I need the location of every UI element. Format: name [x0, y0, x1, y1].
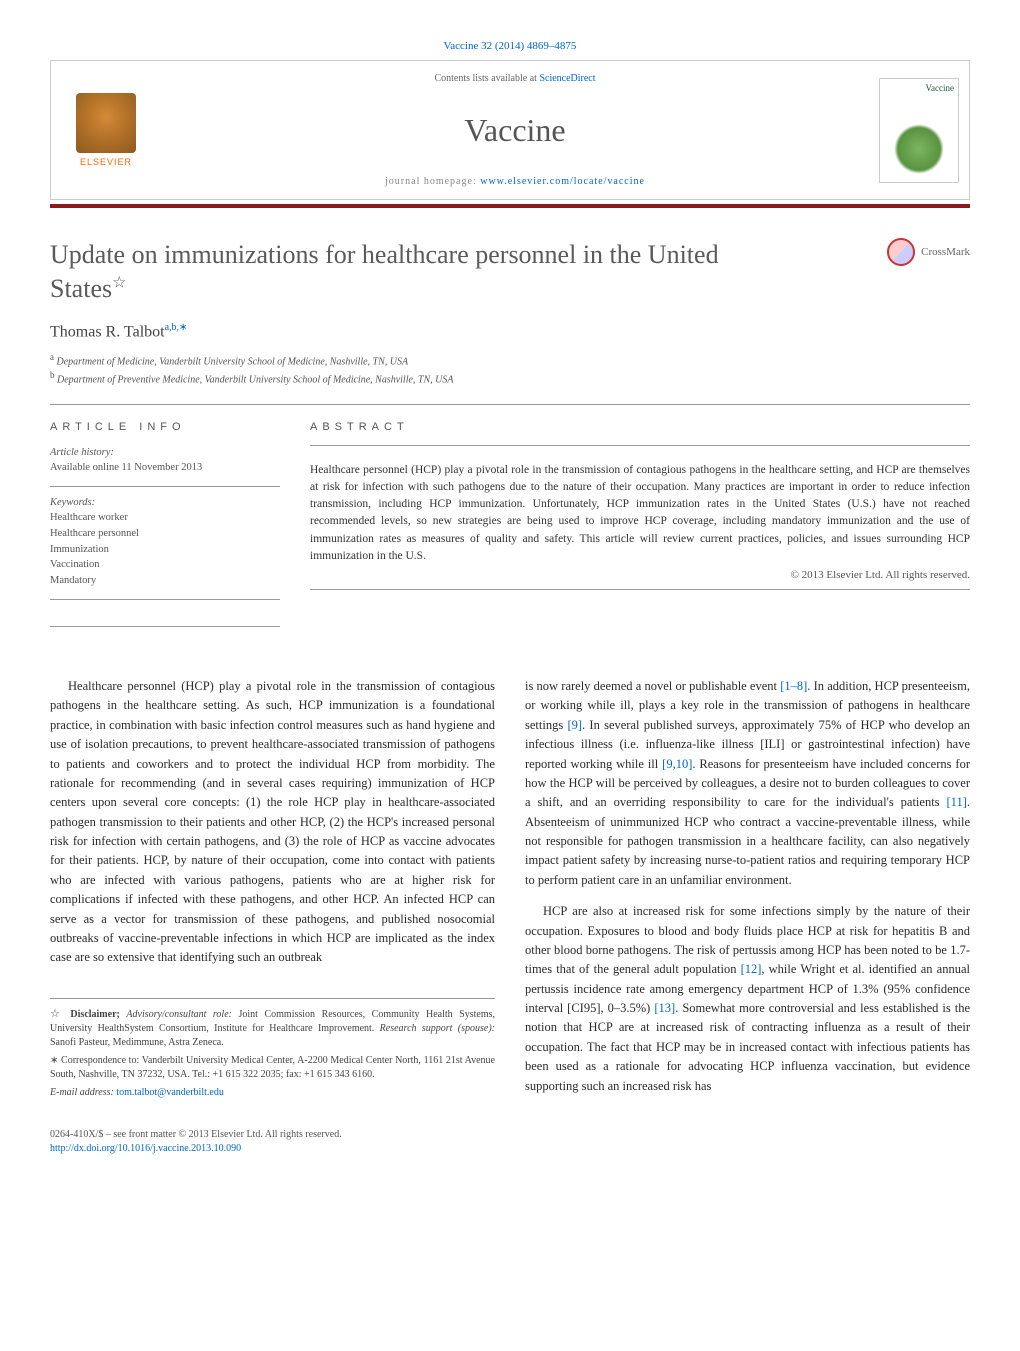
- history-label: Article history:: [50, 445, 280, 461]
- footnote-email: E-mail address: tom.talbot@vanderbilt.ed…: [50, 1086, 495, 1100]
- author-name: Thomas R. Talbot: [50, 323, 165, 340]
- issn-line: 0264-410X/$ – see front matter © 2013 El…: [50, 1128, 970, 1142]
- keyword-4: Vaccination: [50, 557, 280, 573]
- abstract-heading: ABSTRACT: [310, 421, 970, 433]
- footnote-disclaimer: ☆ Disclaimer; Advisory/consultant role: …: [50, 1007, 495, 1050]
- cite-9[interactable]: [9]: [567, 718, 582, 732]
- info-bottom-rule: [50, 626, 280, 627]
- journal-homepage-link[interactable]: www.elsevier.com/locate/vaccine: [480, 176, 645, 187]
- affiliation-b: b Department of Preventive Medicine, Van…: [50, 369, 970, 387]
- article-title: Update on immunizations for healthcare p…: [50, 238, 786, 306]
- cover-label: Vaccine: [926, 83, 954, 93]
- affil-marker-a: a: [50, 352, 54, 362]
- elsevier-logo: ELSEVIER: [66, 85, 146, 175]
- contents-available-line: Contents lists available at ScienceDirec…: [171, 73, 859, 84]
- doi-link[interactable]: http://dx.doi.org/10.1016/j.vaccine.2013…: [50, 1143, 241, 1154]
- keyword-2: Healthcare personnel: [50, 526, 280, 542]
- divider-top: [50, 404, 970, 405]
- journal-cover: Vaccine: [879, 78, 959, 183]
- cite-9-10[interactable]: [9,10]: [662, 757, 692, 771]
- cite-1-8[interactable]: [1–8]: [780, 679, 807, 693]
- affil-text-a: Department of Medicine, Vanderbilt Unive…: [57, 356, 409, 367]
- r1-pre: is now rarely deemed a novel or publisha…: [525, 679, 780, 693]
- footnote-correspondence: ∗ Correspondence to: Vanderbilt Universi…: [50, 1054, 495, 1082]
- footnote-star-icon: ☆: [50, 1008, 64, 1020]
- body-columns: Healthcare personnel (HCP) play a pivota…: [50, 677, 970, 1108]
- author-markers: a,b,∗: [165, 322, 188, 333]
- top-citation: Vaccine 32 (2014) 4869–4875: [50, 40, 970, 52]
- crossmark-icon: [887, 238, 915, 266]
- email-label: E-mail address:: [50, 1087, 116, 1098]
- keyword-3: Immunization: [50, 542, 280, 558]
- footnotes: ☆ Disclaimer; Advisory/consultant role: …: [50, 998, 495, 1100]
- cover-graphic-icon: [894, 124, 944, 174]
- affiliations: a Department of Medicine, Vanderbilt Uni…: [50, 351, 970, 388]
- elsevier-tree-icon: [76, 93, 136, 153]
- crossmark-label: CrossMark: [921, 246, 970, 258]
- body-right-p1: is now rarely deemed a novel or publisha…: [525, 677, 970, 890]
- article-history: Article history: Available online 11 Nov…: [50, 445, 280, 488]
- research-label: Research support (spouse):: [380, 1023, 495, 1034]
- history-value: Available online 11 November 2013: [50, 460, 280, 476]
- article-info-heading: ARTICLE INFO: [50, 421, 280, 433]
- abstract-top-rule: [310, 445, 970, 446]
- body-right-p2: HCP are also at increased risk for some …: [525, 902, 970, 1096]
- publisher-name: ELSEVIER: [80, 157, 132, 167]
- journal-name: Vaccine: [171, 112, 859, 149]
- cite-13[interactable]: [13]: [654, 1001, 675, 1015]
- disclaimer-label: Disclaimer;: [70, 1009, 119, 1020]
- affil-text-b: Department of Preventive Medicine, Vande…: [57, 375, 453, 386]
- abstract-text: Healthcare personnel (HCP) play a pivota…: [310, 462, 970, 566]
- journal-homepage-line: journal homepage: www.elsevier.com/locat…: [171, 176, 859, 187]
- affil-marker-b: b: [50, 370, 55, 380]
- keywords-label: Keywords:: [50, 497, 280, 508]
- disclaimer-role-label: Advisory/consultant role:: [126, 1009, 232, 1020]
- contents-prefix: Contents lists available at: [434, 73, 539, 84]
- crossmark-badge[interactable]: CrossMark: [887, 238, 970, 266]
- title-note-marker: ☆: [112, 274, 126, 291]
- title-text: Update on immunizations for healthcare p…: [50, 240, 719, 303]
- accent-bar: [50, 204, 970, 208]
- abstract-bottom-rule: [310, 589, 970, 590]
- footer-meta: 0264-410X/$ – see front matter © 2013 El…: [50, 1128, 970, 1156]
- corr-text: Correspondence to: Vanderbilt University…: [50, 1055, 495, 1080]
- body-left-p1: Healthcare personnel (HCP) play a pivota…: [50, 677, 495, 968]
- abstract-copyright: © 2013 Elsevier Ltd. All rights reserved…: [310, 569, 970, 581]
- affiliation-a: a Department of Medicine, Vanderbilt Uni…: [50, 351, 970, 369]
- homepage-prefix: journal homepage:: [385, 176, 480, 187]
- article-info-column: ARTICLE INFO Article history: Available …: [50, 421, 280, 607]
- keyword-1: Healthcare worker: [50, 510, 280, 526]
- sciencedirect-link[interactable]: ScienceDirect: [539, 73, 595, 84]
- publisher-logo-area: ELSEVIER: [51, 61, 161, 199]
- keywords-block: Keywords: Healthcare worker Healthcare p…: [50, 497, 280, 600]
- body-right-column: is now rarely deemed a novel or publisha…: [525, 677, 970, 1108]
- journal-cover-area: Vaccine: [869, 61, 969, 199]
- author-line: Thomas R. Talbota,b,∗: [50, 322, 970, 341]
- cite-12[interactable]: [12]: [741, 962, 762, 976]
- keyword-5: Mandatory: [50, 573, 280, 589]
- journal-header: ELSEVIER Contents lists available at Sci…: [50, 60, 970, 200]
- research-text: Sanofi Pasteur, Medimmune, Astra Zeneca.: [50, 1037, 224, 1048]
- cite-11[interactable]: [11]: [947, 795, 967, 809]
- body-left-column: Healthcare personnel (HCP) play a pivota…: [50, 677, 495, 1108]
- abstract-column: ABSTRACT Healthcare personnel (HCP) play…: [310, 421, 970, 607]
- email-link[interactable]: tom.talbot@vanderbilt.edu: [116, 1087, 224, 1098]
